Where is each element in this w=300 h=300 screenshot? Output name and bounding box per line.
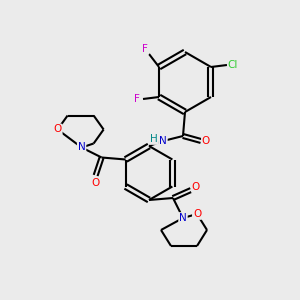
- Text: O: O: [53, 124, 62, 134]
- Text: H: H: [150, 134, 158, 144]
- Text: N: N: [159, 136, 167, 146]
- Text: N: N: [78, 142, 86, 152]
- Text: O: O: [202, 136, 210, 146]
- Text: O: O: [92, 178, 100, 188]
- Text: F: F: [134, 94, 140, 104]
- Text: O: O: [192, 182, 200, 192]
- Text: O: O: [193, 209, 201, 219]
- Text: Cl: Cl: [228, 60, 238, 70]
- Text: N: N: [179, 213, 187, 223]
- Text: F: F: [142, 44, 148, 54]
